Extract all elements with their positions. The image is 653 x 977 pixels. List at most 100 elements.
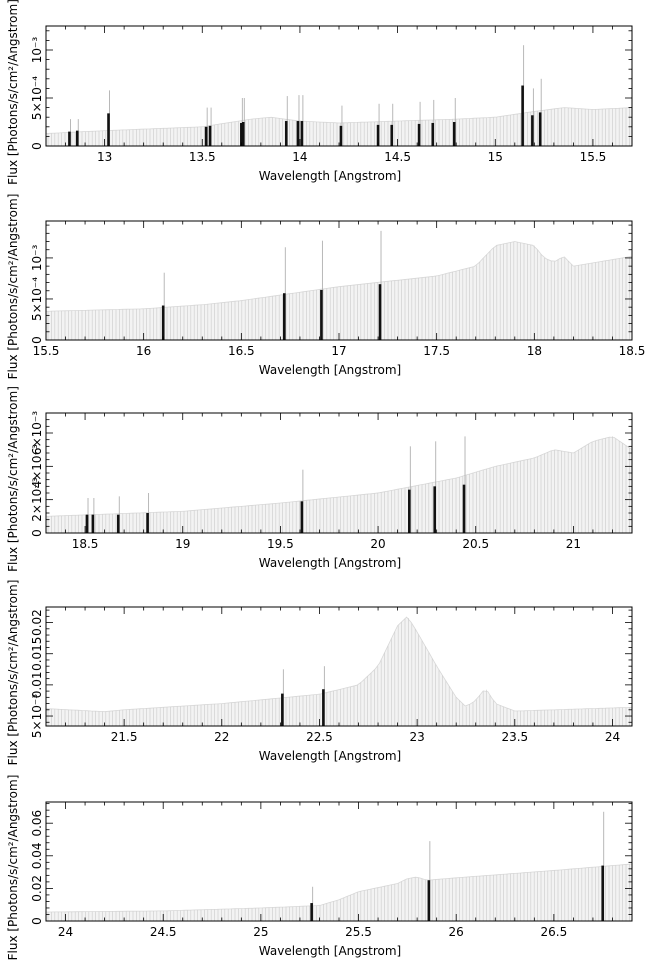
line-bar [204, 126, 208, 146]
x-tick-label: 21.5 [111, 730, 138, 744]
line-bar [310, 903, 313, 921]
line-bar [531, 115, 534, 146]
x-tick-label: 15 [488, 150, 503, 164]
y-tick-label: 0 [30, 529, 44, 537]
continuum-hatching [47, 107, 630, 146]
line-bar [107, 113, 110, 146]
x-ticks [45, 413, 633, 533]
y-tick-label: 10⁻³ [30, 245, 44, 272]
y-tick-label: 0.06 [30, 810, 44, 837]
line-bar [300, 501, 304, 533]
y-ticks [46, 803, 632, 922]
y-ticks [46, 30, 632, 147]
x-tick-label: 22.5 [306, 730, 333, 744]
x-ticks [45, 221, 633, 340]
line-bar [240, 122, 243, 146]
x-tick-label: 26 [449, 925, 464, 939]
x-tick-label: 13.5 [189, 150, 216, 164]
line-bar [296, 121, 300, 146]
line-bar [208, 125, 212, 146]
y-axis-label: Flux [Photons/s/cm²/Angstrom] [6, 386, 20, 572]
x-tick-label: 19 [175, 537, 190, 551]
line-bar [75, 130, 79, 146]
y-axis-label: Flux [Photons/s/cm²/Angstrom] [6, 0, 20, 185]
line-bar [462, 484, 466, 533]
y-tick-label: 5×10⁻⁴ [30, 277, 44, 321]
line-bar [68, 131, 71, 146]
x-tick-label: 16.5 [228, 344, 255, 358]
line-bar [146, 513, 149, 533]
y-tick-label: 0 [30, 142, 44, 150]
panel-3: 18.5 19 19.5 20 20.5 21 0 2×10⁻³4×10⁻³6×10⁻³ Wav… [6, 386, 633, 572]
x-tick-label: 23 [409, 730, 424, 744]
line-bar [538, 112, 542, 146]
y-axis-label: Flux [Photons/s/cm²/Angstrom] [6, 775, 20, 961]
y-tick-label: 0.02 [30, 609, 44, 636]
y-ticks [46, 609, 632, 723]
line-bar [241, 122, 245, 146]
plot-area [46, 436, 632, 533]
x-tick-label: 13 [97, 150, 112, 164]
panel-1: 13 13.5 14 14.5 15 15.5 0 5×10⁻⁴ 10⁻³ Wavelength … [6, 0, 633, 185]
x-tick-label: 24.5 [150, 925, 177, 939]
continuum-hatching [47, 241, 630, 340]
x-axis-label: Wavelength [Angstrom] [259, 944, 401, 958]
x-axis-label: Wavelength [Angstrom] [259, 749, 401, 763]
x-tick-label: 25.5 [345, 925, 372, 939]
line-bar [284, 121, 288, 146]
line-bar [283, 293, 286, 340]
y-tick-label: 0.015 [30, 637, 44, 671]
x-tick-label: 18.5 [72, 537, 99, 551]
line-bar [376, 124, 380, 146]
y-axis-label: Flux [Photons/s/cm²/Angstrom] [6, 194, 20, 380]
line-bar [431, 122, 435, 146]
x-tick-label: 21 [566, 537, 581, 551]
x-ticks [45, 607, 633, 726]
continuum-envelope [46, 616, 632, 726]
x-tick-label: 25 [253, 925, 268, 939]
line-bar [161, 305, 165, 340]
line-bar [320, 289, 323, 340]
x-axis-label: Wavelength [Angstrom] [259, 363, 401, 377]
plot-area [46, 811, 632, 921]
line-bar [601, 865, 604, 921]
line-bar [417, 123, 421, 146]
line-bar [91, 514, 95, 533]
x-axis-label: Wavelength [Angstrom] [259, 169, 401, 183]
x-ticks [45, 802, 633, 921]
x-tick-label: 20.5 [462, 537, 489, 551]
x-ticks [45, 26, 633, 146]
x-tick-label: 22 [214, 730, 229, 744]
line-bar [85, 514, 89, 533]
line-bar [322, 689, 325, 726]
y-tick-label: 0.01 [30, 672, 44, 699]
y-tick-label: 10⁻³ [30, 37, 44, 64]
line-bar [408, 489, 411, 533]
x-tick-label: 23.5 [501, 730, 528, 744]
y-tick-label: 0.04 [30, 842, 44, 869]
x-tick-label: 24 [58, 925, 73, 939]
x-tick-label: 14 [292, 150, 307, 164]
y-tick-label: 5×10⁻³ [30, 694, 44, 738]
y-tick-label: 0 [30, 917, 44, 925]
x-tick-label: 17 [331, 344, 346, 358]
y-axis-label: Flux [Photons/s/cm²/Angstrom] [6, 580, 20, 766]
y-tick-label: 5×10⁻⁴ [30, 76, 44, 120]
plot-area [46, 45, 632, 146]
x-tick-label: 16 [136, 344, 151, 358]
plot-area [46, 230, 632, 340]
line-bar [116, 514, 120, 533]
continuum-hatching [47, 617, 630, 726]
x-tick-label: 14.5 [384, 150, 411, 164]
line-bar [339, 125, 343, 146]
line-bar [378, 284, 382, 340]
x-tick-label: 24 [605, 730, 620, 744]
panel-2: 15.5 16 16.5 17 17.5 18 18.5 0 5×10⁻⁴ 10⁻³ Wavelen… [6, 194, 645, 380]
line-bar [427, 880, 431, 921]
x-tick-label: 20 [370, 537, 385, 551]
x-tick-label: 18 [527, 344, 542, 358]
y-tick-label: 6×10⁻³ [30, 411, 44, 455]
